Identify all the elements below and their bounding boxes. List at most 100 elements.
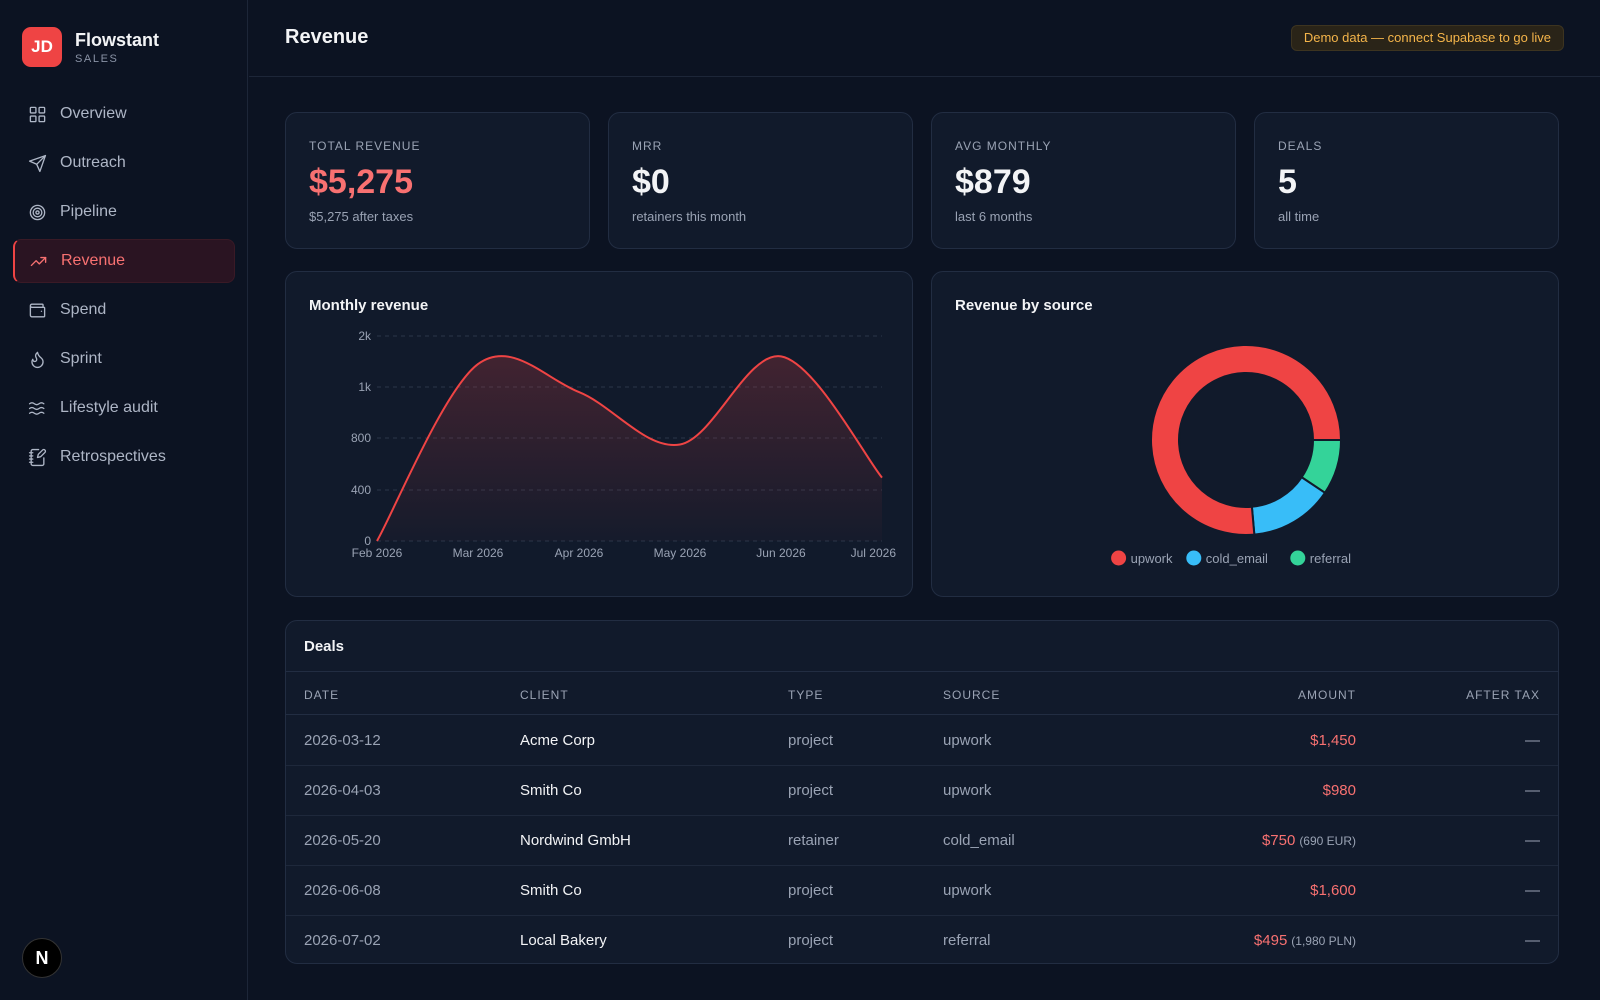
cell-client: Smith Co — [520, 782, 582, 799]
amount-value: $495 — [1253, 932, 1288, 949]
x-tick-label: Jun 2026 — [756, 546, 806, 560]
column-header-amount[interactable]: AMOUNT — [1298, 688, 1356, 702]
stat-label: TOTAL REVENUE — [309, 139, 421, 153]
y-tick-label: 2k — [358, 329, 372, 343]
sidebar-item-label: Sprint — [60, 350, 102, 367]
cell-source: upwork — [943, 882, 992, 899]
series-line — [376, 355, 883, 542]
sidebar-item-lifestyle-audit[interactable]: Lifestyle audit — [13, 386, 235, 430]
brand-text: Flowstant SALES — [75, 30, 159, 65]
deals-table-card: Deals DATE CLIENT TYPE SOURCE AMOUNT AFT… — [285, 620, 1559, 964]
column-header-after-tax[interactable]: AFTER TAX — [1466, 688, 1540, 702]
demo-notice-badge: Demo data — connect Supabase to go live — [1290, 25, 1564, 51]
stat-value: 5 — [1278, 163, 1297, 201]
y-tick-label: 400 — [351, 483, 371, 497]
amount-original-currency: (1,980 PLN) — [1291, 934, 1356, 948]
sidebar-item-label: Overview — [60, 105, 127, 122]
chart-title: Revenue by source — [955, 297, 1093, 314]
sidebar-item-label: Outreach — [60, 154, 126, 171]
sidebar-item-retrospectives[interactable]: Retrospectives — [13, 435, 235, 479]
brand[interactable]: JD Flowstant SALES — [22, 27, 159, 67]
avatar[interactable]: JD — [22, 27, 62, 67]
table-row[interactable]: 2026-05-20 Nordwind GmbH retainer cold_emai… — [286, 816, 1558, 866]
y-tick-label: 0 — [364, 534, 371, 548]
table-row[interactable]: 2026-03-12 Acme Corp project upwork $1,450 — — [286, 716, 1558, 766]
trending-up-icon — [28, 251, 48, 271]
y-tick-label: 1k — [358, 380, 372, 394]
sidebar-item-label: Pipeline — [60, 203, 117, 220]
stat-value: $5,275 — [309, 163, 413, 201]
brand-name: Flowstant — [75, 29, 159, 50]
app-badge[interactable]: N — [22, 938, 62, 978]
stat-card-avg-monthly: AVG MONTHLY $879 last 6 months — [931, 112, 1236, 249]
cell-after-tax: — — [1525, 882, 1540, 899]
sidebar: JD Flowstant SALES Overview Outreach Pip… — [0, 0, 248, 1000]
column-header-client[interactable]: CLIENT — [520, 688, 569, 702]
stat-card-mrr: MRR $0 retainers this month — [608, 112, 913, 249]
cell-after-tax: — — [1525, 932, 1540, 949]
pie-slice-upwork[interactable] — [1150, 344, 1343, 536]
sidebar-item-revenue[interactable]: Revenue — [13, 239, 235, 283]
monthly-revenue-card: Monthly revenue 0 400 800 1k 2k Feb 2026 Mar 2… — [285, 271, 913, 597]
cell-client: Nordwind GmbH — [520, 832, 631, 849]
sidebar-item-overview[interactable]: Overview — [13, 92, 235, 136]
cell-type: project — [788, 932, 834, 949]
cell-date: 2026-07-02 — [304, 932, 381, 949]
sidebar-item-label: Retrospectives — [60, 448, 166, 465]
sidebar-item-outreach[interactable]: Outreach — [13, 141, 235, 185]
x-tick-label: Mar 2026 — [453, 546, 504, 560]
cell-source: upwork — [943, 732, 992, 749]
table-row[interactable]: 2026-06-08 Smith Co project upwork $1,600 — — [286, 866, 1558, 916]
legend-swatch — [1290, 550, 1306, 566]
sidebar-item-pipeline[interactable]: Pipeline — [13, 190, 235, 234]
amount-value: $1,450 — [1310, 732, 1356, 749]
revenue-by-source-card: Revenue by source upwork cold_email referr… — [931, 271, 1559, 597]
column-header-date[interactable]: DATE — [304, 688, 340, 702]
sidebar-item-spend[interactable]: Spend — [13, 288, 235, 332]
legend-swatch — [1186, 550, 1202, 566]
stat-subtext: all time — [1278, 209, 1320, 224]
cell-client: Smith Co — [520, 882, 582, 899]
waves-icon — [27, 398, 47, 418]
sidebar-item-label: Spend — [60, 301, 107, 318]
stat-label: MRR — [632, 139, 663, 153]
table-row[interactable]: 2026-04-03 Smith Co project upwork $980 — — [286, 766, 1558, 816]
cell-after-tax: — — [1525, 832, 1540, 849]
stat-subtext: retainers this month — [632, 209, 747, 224]
cell-type: project — [788, 882, 834, 899]
cell-date: 2026-05-20 — [304, 832, 381, 849]
cell-source: cold_email — [943, 832, 1015, 849]
sidebar-nav: Overview Outreach Pipeline Revenue Spend… — [13, 92, 235, 484]
cell-date: 2026-03-12 — [304, 732, 381, 749]
table-row[interactable]: 2026-07-02 Local Bakery project referral $49… — [286, 916, 1558, 966]
cell-amount: $750 (690 EUR) — [1262, 832, 1356, 849]
sidebar-item-sprint[interactable]: Sprint — [13, 337, 235, 381]
cell-date: 2026-06-08 — [304, 882, 381, 899]
stat-subtext: last 6 months — [955, 209, 1033, 224]
column-header-source[interactable]: SOURCE — [943, 688, 1001, 702]
stat-value: $879 — [955, 163, 1031, 201]
revenue-by-source-chart: upwork cold_email referral — [1111, 344, 1351, 566]
x-tick-label: Jul 2026 — [851, 546, 897, 560]
cell-date: 2026-04-03 — [304, 782, 381, 799]
cell-amount: $980 — [1323, 782, 1356, 799]
stat-subtext: $5,275 after taxes — [309, 209, 414, 224]
pie-slice-cold_email[interactable] — [1250, 475, 1327, 536]
grid-icon — [27, 104, 47, 124]
deals-title: Deals — [304, 638, 345, 655]
y-tick-label: 800 — [351, 431, 371, 445]
cell-client: Acme Corp — [520, 732, 596, 749]
cell-type: project — [788, 732, 834, 749]
cell-after-tax: — — [1525, 782, 1540, 799]
legend-label: cold_email — [1206, 551, 1268, 566]
cell-type: retainer — [788, 832, 839, 849]
page-header: Revenue Demo data — connect Supabase to … — [249, 0, 1600, 77]
cell-amount: $495 (1,980 PLN) — [1254, 932, 1356, 949]
brand-subtitle: SALES — [75, 52, 119, 65]
cell-amount: $1,450 — [1310, 732, 1356, 749]
flame-icon — [27, 349, 47, 369]
sidebar-item-label: Lifestyle audit — [60, 399, 158, 416]
x-tick-label: Apr 2026 — [555, 546, 604, 560]
stat-value: $0 — [632, 163, 670, 201]
column-header-type[interactable]: TYPE — [788, 688, 824, 702]
